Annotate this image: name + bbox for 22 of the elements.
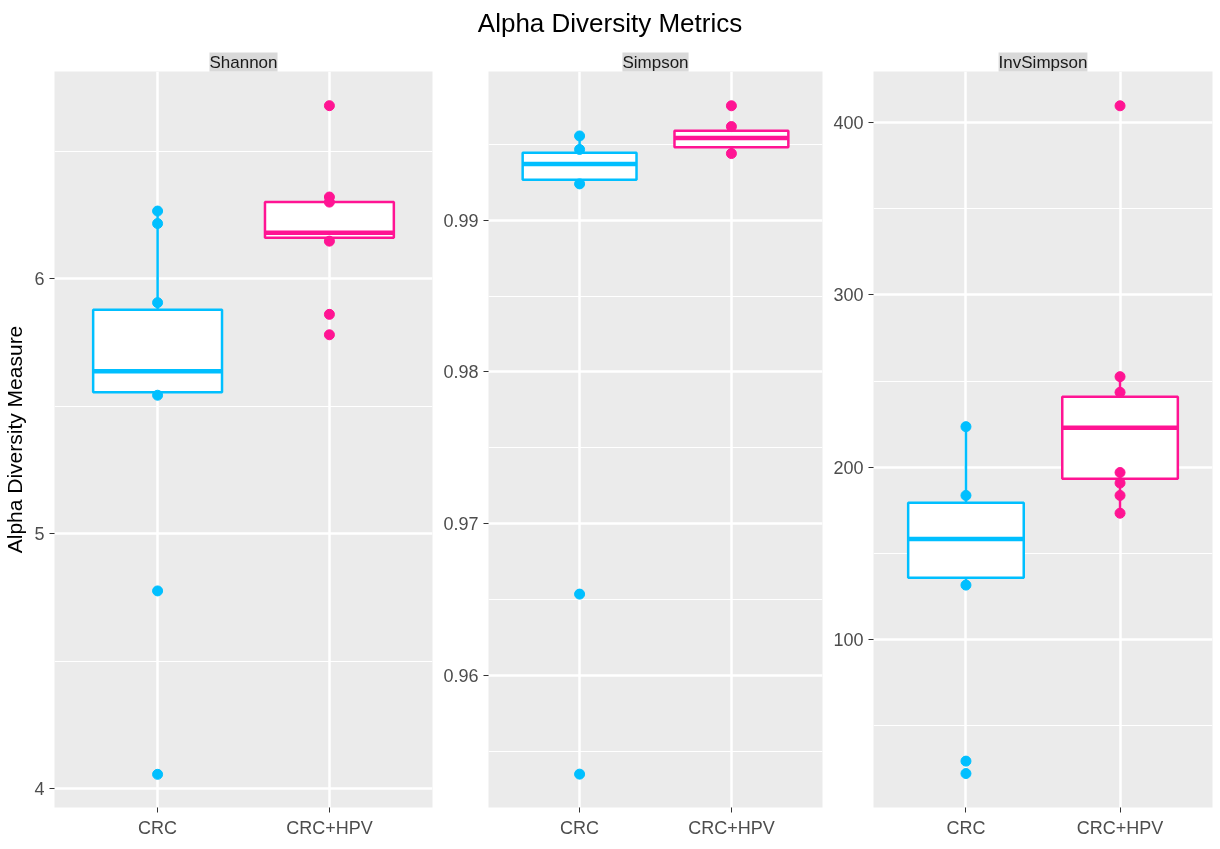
chart-subtitle: Shannon [209,52,278,72]
chart-title: Alpha Diversity Metrics [477,7,743,40]
y-tick-label: 0.97 [443,514,479,535]
chart-subtitle: Simpson [622,52,689,72]
x-tick-label: CRC [560,817,600,838]
x-tick-label: CRC [138,817,178,838]
y-tick-label: 0.99 [443,210,479,231]
y-tick-label: 0.98 [443,362,479,383]
y-tick-label: 200 [833,457,864,478]
y-axis-title: Alpha Diversity Measure [3,325,27,554]
y-tick-label: 6 [34,269,45,290]
y-tick-label: 4 [34,779,45,800]
x-tick-label: CRC [946,817,986,838]
y-tick-label: 0.96 [443,665,479,686]
x-tick-label: CRC+HPV [688,817,775,838]
y-tick-label: 300 [833,285,864,306]
chart-subtitle: InvSimpson [998,52,1088,72]
y-tick-label: 400 [833,113,864,134]
y-tick-label: 5 [34,524,45,545]
y-tick-label: 100 [833,630,864,651]
x-tick-label: CRC+HPV [286,817,373,838]
x-tick-label: CRC+HPV [1076,817,1164,838]
